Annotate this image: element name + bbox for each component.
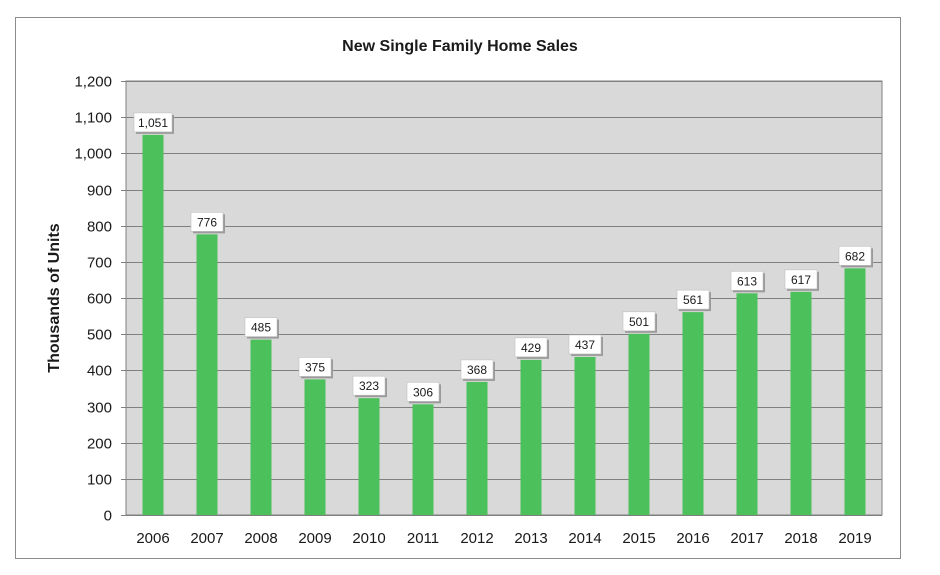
x-tick-label: 2016 (676, 530, 709, 547)
bar (682, 312, 704, 515)
data-label: 368 (467, 363, 487, 377)
y-axis-ticks: 0 100 200 300 400 500 600 700 800 900 1,000 1,100 1,… (74, 74, 112, 525)
x-tick-label: 2018 (784, 530, 817, 547)
bar (844, 268, 866, 515)
data-label: 613 (737, 274, 757, 288)
y-tick-label: 900 (87, 183, 112, 200)
x-tick-label: 2013 (514, 530, 547, 547)
data-label-box (838, 246, 872, 266)
x-tick-label: 2008 (244, 530, 277, 547)
bar (358, 398, 380, 515)
data-label: 501 (629, 315, 649, 329)
y-tick-label: 300 (87, 400, 112, 417)
data-label: 617 (791, 273, 811, 287)
data-label-box (190, 212, 224, 232)
x-tick-label: 2017 (730, 530, 763, 547)
y-tick-label: 700 (87, 255, 112, 272)
x-axis-ticks: 2006 2007 2008 2009 2010 2011 2012 2013 2014 2015… (136, 530, 871, 547)
x-tick-label: 2010 (352, 530, 385, 547)
x-tick-label: 2011 (407, 530, 439, 547)
data-label-box (244, 317, 278, 337)
bar (520, 359, 542, 515)
data-label: 682 (845, 249, 865, 263)
bar (304, 379, 326, 515)
bar (736, 293, 758, 515)
data-label-box (133, 112, 173, 133)
bar (196, 234, 218, 515)
data-label: 1,051 (138, 116, 168, 130)
data-label: 437 (575, 338, 595, 352)
data-label-box (622, 311, 656, 332)
x-tick-label: 2009 (298, 530, 331, 547)
y-tick-label: 1,200 (74, 74, 112, 91)
y-tick-label: 100 (87, 472, 112, 489)
data-label: 561 (683, 293, 703, 307)
bar (250, 339, 272, 515)
y-tick-label: 0 (104, 508, 112, 525)
data-label: 306 (413, 385, 433, 399)
data-label: 323 (359, 379, 379, 393)
bar (574, 356, 596, 515)
data-labels: 1,051 776 485 375 323 306 368 429 437 501 561 613 61… (133, 112, 873, 404)
data-label-box (298, 357, 332, 377)
data-label-box (406, 382, 440, 402)
y-tick-label: 500 (87, 327, 112, 344)
x-tick-label: 2006 (136, 530, 169, 547)
bar (142, 134, 164, 515)
x-tick-label: 2019 (838, 530, 871, 547)
bar (466, 381, 488, 515)
data-label-box (460, 359, 494, 380)
y-tick-label: 200 (87, 436, 112, 453)
data-label: 776 (197, 215, 217, 229)
y-tick-label: 400 (87, 363, 112, 380)
y-axis-label: Thousands of Units (46, 223, 63, 372)
y-tick-label: 800 (87, 219, 112, 236)
bar (790, 291, 812, 515)
data-label-box (514, 337, 548, 358)
y-tick-label: 1,100 (74, 110, 112, 127)
data-label-box (352, 375, 386, 396)
x-tick-label: 2012 (460, 530, 493, 547)
data-label-box (568, 334, 602, 355)
data-label: 485 (251, 321, 271, 335)
chart-title: New Single Family Home Sales (342, 38, 578, 55)
y-tick-label: 600 (87, 291, 112, 308)
bar (628, 333, 650, 515)
y-tick-label: 1,000 (74, 146, 112, 163)
data-label-box (730, 270, 764, 291)
data-label: 375 (305, 360, 325, 374)
data-label-box (784, 269, 818, 290)
bars (142, 134, 866, 515)
x-tick-label: 2015 (622, 530, 655, 547)
x-tick-label: 2007 (190, 530, 223, 547)
bar (412, 404, 434, 515)
data-label-box (676, 289, 710, 310)
data-label: 429 (521, 341, 541, 355)
x-tick-label: 2014 (568, 530, 601, 547)
